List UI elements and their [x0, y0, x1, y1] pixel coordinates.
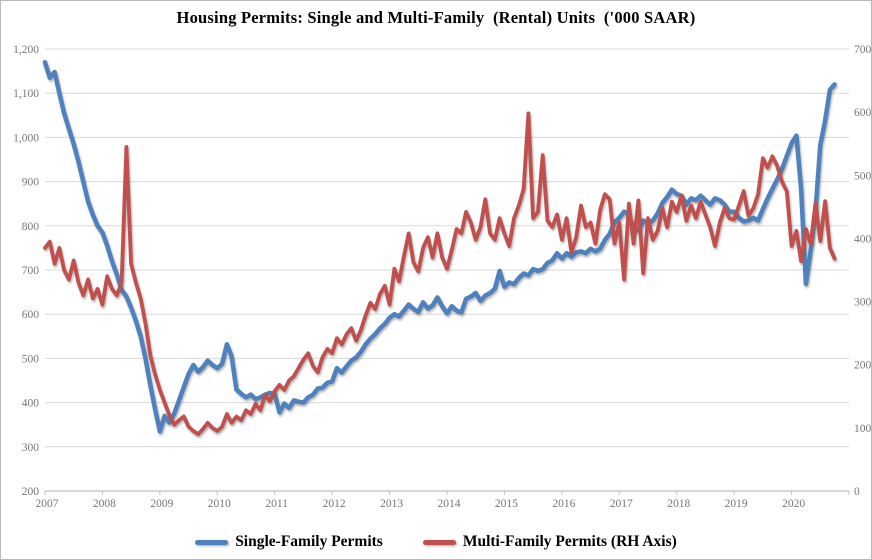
y-axis-right-label: 400 [854, 233, 872, 245]
x-axis-year-label: 2014 [438, 498, 461, 510]
legend-label-multi-family: Multi-Family Permits (RH Axis) [462, 533, 677, 550]
x-axis-year-label: 2018 [667, 498, 690, 510]
legend-label-single-family: Single-Family Permits [235, 533, 383, 550]
y-axis-left-label: 500 [22, 353, 40, 365]
x-axis-year-label: 2015 [495, 498, 518, 510]
y-axis-left-label: 800 [22, 221, 40, 233]
y-axis-left-label: 1,100 [13, 88, 39, 100]
y-axis-right-label: 100 [854, 423, 872, 435]
y-axis-right-label: 600 [854, 107, 872, 119]
x-axis-year-label: 2020 [782, 498, 805, 510]
y-axis-left-label: 900 [22, 177, 40, 189]
x-axis-year-label: 2011 [265, 498, 288, 510]
y-axis-left-label: 300 [22, 442, 40, 454]
legend-swatch-multi-family [422, 539, 456, 545]
y-axis-left-label: 1,200 [13, 44, 39, 56]
y-axis-left-label: 1,000 [13, 132, 39, 144]
x-axis-year-label: 2009 [150, 498, 173, 510]
x-axis-year-label: 2016 [552, 498, 575, 510]
y-axis-left-label: 400 [22, 398, 40, 410]
legend: Single-Family Permits Multi-Family Permi… [1, 533, 871, 551]
x-axis-year-label: 2013 [380, 498, 403, 510]
x-axis-year-label: 2019 [725, 498, 748, 510]
multi-family-line [43, 111, 837, 437]
y-axis-right-label: 700 [854, 44, 872, 56]
x-axis-year-label: 2008 [93, 498, 116, 510]
legend-swatch-single-family [195, 539, 229, 545]
x-axis-year-label: 2007 [36, 498, 59, 510]
x-axis-year-label: 2010 [208, 498, 231, 510]
y-axis-right-label: 200 [854, 360, 872, 372]
y-axis-left-label: 600 [22, 309, 40, 321]
y-axis-left-label: 700 [22, 265, 40, 277]
y-axis-right-label: 0 [854, 486, 860, 498]
x-axis-year-label: 2012 [323, 498, 346, 510]
y-axis-right-label: 300 [854, 297, 872, 309]
chart-title: Housing Permits: Single and Multi-Family… [176, 8, 696, 27]
single-family-line [42, 60, 837, 434]
y-axis-right-label: 500 [854, 170, 872, 182]
x-axis-year-label: 2017 [610, 498, 633, 510]
y-axis-left-label: 200 [22, 486, 40, 498]
